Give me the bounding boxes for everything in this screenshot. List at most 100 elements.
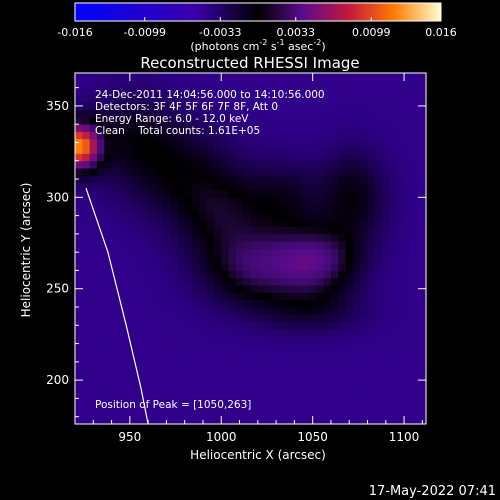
heatmap-pixel [272,241,281,249]
heatmap-pixel [250,307,259,315]
heatmap-pixel [279,270,288,279]
heatmap-pixel [309,387,317,396]
heatmap-pixel [257,299,266,308]
heatmap-pixel [360,307,368,315]
heatmap-pixel [411,102,420,110]
heatmap-pixel [418,233,427,242]
heatmap-pixel [374,87,383,96]
heatmap-pixel [345,409,354,418]
heatmap-pixel [155,87,164,96]
heatmap-pixel [301,197,310,206]
heatmap-pixel [118,190,127,198]
heatmap-pixel [75,124,83,132]
heatmap-pixel [287,255,295,264]
heatmap-pixel [287,314,295,323]
heatmap-pixel [213,241,222,249]
heatmap-pixel [140,146,149,154]
heatmap-pixel [155,233,164,242]
heatmap-pixel [228,211,237,220]
heatmap-pixel [301,80,310,89]
heatmap-pixel [206,365,215,374]
heatmap-pixel [411,328,420,337]
heatmap-pixel [162,160,171,169]
heatmap-pixel [418,336,427,344]
heatmap-pixel [96,248,105,257]
heatmap-pixel [287,292,295,301]
heatmap-pixel [265,299,273,308]
heatmap-pixel [294,211,303,220]
heatmap-pixel [382,131,390,140]
heatmap-pixel [184,402,193,410]
heatmap-pixel [316,131,325,140]
heatmap-pixel [411,263,420,271]
heatmap-pixel [170,343,178,352]
heatmap-pixel [396,87,405,96]
heatmap-pixel [389,263,398,271]
heatmap-pixel [162,80,171,89]
heatmap-pixel [418,182,427,191]
heatmap-pixel [301,226,310,235]
heatmap-pixel [250,197,259,206]
heatmap-pixel [367,380,376,388]
heatmap-pixel [396,350,405,359]
heatmap-pixel [126,146,134,154]
heatmap-pixel [345,365,354,374]
heatmap-pixel [111,182,120,191]
heatmap-pixel [75,365,83,374]
heatmap-pixel [330,321,339,330]
heatmap-pixel [89,197,98,206]
heatmap-pixel [170,248,178,257]
heatmap-pixel [265,285,273,293]
heatmap-pixel [323,109,332,118]
heatmap-pixel [360,116,368,125]
heatmap-pixel [411,336,420,344]
heatmap-pixel [257,131,266,140]
heatmap-pixel [140,285,149,293]
heatmap-pixel [213,292,222,301]
heatmap-pixel [221,182,229,191]
heatmap-pixel [367,197,376,206]
heatmap-pixel [118,248,127,257]
heatmap-pixel [389,109,398,118]
heatmap-pixel [279,153,288,162]
heatmap-pixel [309,321,317,330]
heatmap-pixel [96,94,105,103]
heatmap-pixel [206,380,215,388]
heatmap-pixel [265,226,273,235]
heatmap-pixel [133,94,142,103]
heatmap-pixel [330,175,339,184]
heatmap-pixel [323,292,332,301]
heatmap-pixel [148,336,156,344]
heatmap-pixel [338,270,346,279]
heatmap-pixel [213,270,222,279]
heatmap-pixel [250,321,259,330]
heatmap-pixel [360,358,368,366]
heatmap-pixel [206,73,215,81]
heatmap-pixel [418,94,427,103]
heatmap-pixel [279,204,288,213]
heatmap-pixel [170,233,178,242]
heatmap-pixel [345,255,354,264]
heatmap-pixel [96,307,105,315]
heatmap-pixel [316,299,325,308]
heatmap-pixel [184,270,193,279]
heatmap-pixel [272,402,281,410]
heatmap-pixel [192,146,200,154]
heatmap-pixel [374,307,383,315]
heatmap-pixel [213,255,222,264]
heatmap-pixel [104,124,112,132]
heatmap-pixel [162,292,171,301]
heatmap-pixel [111,73,120,81]
heatmap-pixel [301,182,310,191]
heatmap-pixel [257,87,266,96]
heatmap-pixel [352,263,361,271]
heatmap-pixel [396,285,405,293]
heatmap-pixel [184,263,193,271]
heatmap-pixel [382,350,390,359]
heatmap-pixel [418,138,427,147]
heatmap-pixel [243,226,251,235]
heatmap-pixel [404,350,412,359]
heatmap-pixel [294,219,303,227]
heatmap-pixel [243,314,251,323]
heatmap-pixel [148,124,156,132]
